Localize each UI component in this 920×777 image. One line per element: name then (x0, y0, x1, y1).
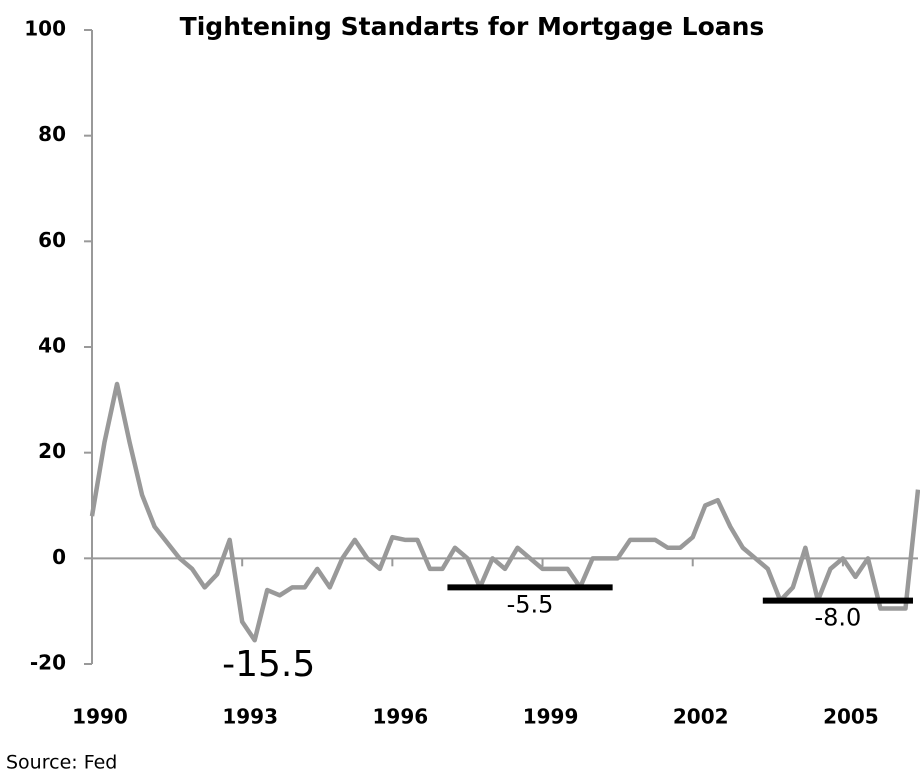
x-tick-label: 2005 (823, 705, 879, 729)
x-tick-label: 1990 (72, 705, 128, 729)
average-label: -5.5 (507, 590, 554, 618)
y-tick-label: 100 (24, 17, 66, 41)
x-tick-label: 1999 (523, 705, 579, 729)
y-tick-label: 20 (38, 439, 66, 463)
y-tick-label: -20 (30, 651, 66, 675)
average-label: -8.0 (814, 604, 861, 632)
y-tick-label: 80 (38, 122, 66, 146)
y-tick-label: 40 (38, 334, 66, 358)
x-tick-label: 1996 (373, 705, 429, 729)
x-tick-label: 2002 (673, 705, 729, 729)
chart-title: Tightening Standarts for Mortgage Loans (180, 12, 765, 41)
annotation: -15.5 (222, 644, 315, 685)
source-note: Source: Fed (6, 752, 117, 774)
y-tick-label: 60 (38, 228, 66, 252)
y-tick-label: 0 (52, 545, 66, 569)
x-tick-label: 1993 (222, 705, 278, 729)
